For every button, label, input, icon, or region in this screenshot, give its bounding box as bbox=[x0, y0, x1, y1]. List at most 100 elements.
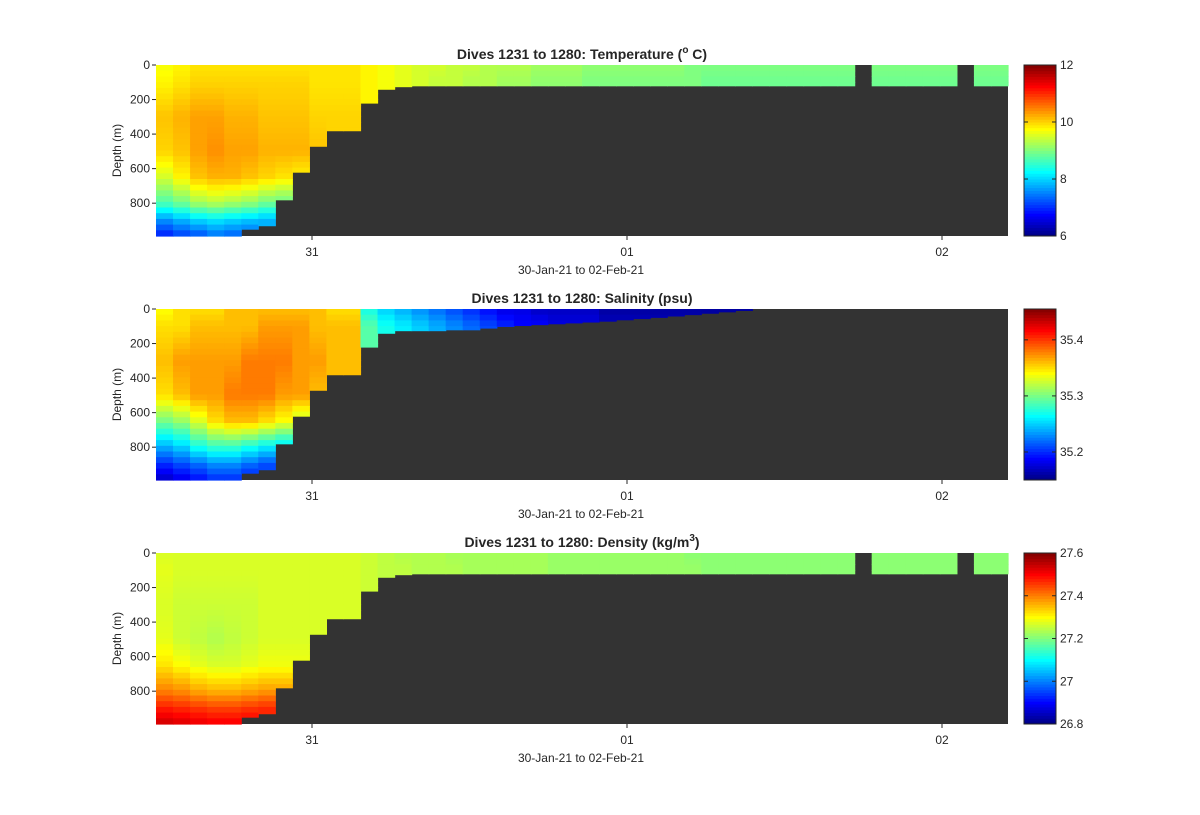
heatmap-cell bbox=[275, 632, 293, 640]
heatmap-cell bbox=[445, 70, 464, 77]
heatmap-cell bbox=[275, 655, 293, 662]
heatmap-cell bbox=[275, 440, 293, 445]
heatmap-cell bbox=[173, 360, 191, 367]
heatmap-cell bbox=[377, 553, 396, 560]
heatmap-cell bbox=[479, 558, 498, 565]
heatmap-cell bbox=[241, 76, 259, 83]
colorbar-segment bbox=[1024, 104, 1056, 109]
heatmap-cell bbox=[275, 99, 293, 106]
heatmap-cell bbox=[207, 354, 225, 361]
heatmap-cell bbox=[326, 587, 345, 594]
heatmap-cell bbox=[207, 326, 225, 333]
heatmap-cell bbox=[241, 423, 259, 430]
heatmap-cell bbox=[275, 122, 293, 129]
heatmap-cell bbox=[173, 457, 191, 464]
heatmap-cell bbox=[616, 309, 634, 316]
y-tick-label: 600 bbox=[130, 406, 150, 420]
colorbar-segment bbox=[1024, 116, 1056, 120]
heatmap-cell bbox=[582, 76, 600, 83]
heatmap-cell bbox=[258, 371, 276, 378]
heatmap-cell bbox=[616, 70, 634, 77]
colorbar-segment bbox=[1024, 584, 1056, 588]
colorbar-segment bbox=[1024, 635, 1056, 639]
heatmap-cell bbox=[547, 309, 566, 316]
heatmap-cell bbox=[360, 309, 379, 316]
heatmap-cell bbox=[224, 133, 242, 140]
heatmap-cell bbox=[224, 592, 242, 600]
heatmap-cell bbox=[837, 553, 856, 560]
heatmap-cell bbox=[292, 343, 310, 350]
heatmap-cell bbox=[445, 309, 464, 316]
heatmap-cell bbox=[275, 320, 293, 327]
heatmap-cell bbox=[156, 65, 174, 72]
heatmap-cell bbox=[973, 564, 992, 571]
heatmap-cell bbox=[156, 70, 174, 77]
heatmap-cell bbox=[275, 167, 293, 174]
heatmap-cell bbox=[547, 76, 566, 83]
colorbar-segment bbox=[1024, 204, 1056, 208]
heatmap-cell bbox=[190, 672, 208, 679]
heatmap-cell bbox=[173, 161, 191, 169]
heatmap-cell bbox=[786, 564, 805, 571]
heatmap-cell bbox=[309, 320, 327, 327]
heatmap-cell bbox=[479, 553, 498, 560]
heatmap-cell bbox=[326, 337, 345, 344]
y-tick-label: 600 bbox=[130, 650, 150, 664]
heatmap-cell bbox=[241, 712, 259, 718]
heatmap-cell bbox=[275, 377, 293, 384]
colorbar-segment bbox=[1024, 672, 1056, 677]
heatmap-cell bbox=[479, 76, 498, 83]
heatmap-cell bbox=[735, 564, 753, 571]
colorbar-segment bbox=[1024, 460, 1056, 464]
heatmap-cell bbox=[207, 343, 225, 350]
heatmap-cell bbox=[156, 196, 174, 203]
colorbar-segment bbox=[1024, 119, 1056, 123]
heatmap-cell bbox=[530, 570, 549, 575]
colorbar-segment bbox=[1024, 110, 1056, 114]
colorbar-segment bbox=[1024, 141, 1056, 146]
colorbar-segment bbox=[1024, 601, 1056, 605]
heatmap-cell bbox=[292, 655, 310, 661]
heatmap-cell bbox=[190, 360, 208, 367]
heatmap-cell bbox=[207, 695, 225, 702]
heatmap-cell bbox=[564, 82, 583, 87]
heatmap-cell bbox=[888, 76, 907, 83]
heatmap-cell bbox=[309, 604, 327, 611]
heatmap-cell bbox=[803, 570, 822, 575]
colorbar-segment bbox=[1024, 420, 1056, 424]
heatmap-cell bbox=[905, 76, 924, 83]
colorbar-segment bbox=[1024, 354, 1056, 358]
heatmap-cell bbox=[513, 65, 532, 72]
heatmap-cell bbox=[343, 575, 362, 583]
heatmap-cell bbox=[190, 400, 208, 407]
heatmap-cell bbox=[173, 156, 191, 163]
heatmap-cell bbox=[156, 82, 174, 89]
colorbar-segment bbox=[1024, 233, 1056, 237]
colorbar-segment bbox=[1024, 598, 1056, 602]
heatmap-cell bbox=[871, 82, 890, 87]
heatmap-cell bbox=[513, 553, 532, 560]
heatmap-cell bbox=[599, 558, 617, 565]
heatmap-cell bbox=[275, 314, 293, 321]
heatmap-cell bbox=[173, 337, 191, 344]
heatmap-cell bbox=[173, 587, 191, 594]
heatmap-cell bbox=[173, 179, 191, 186]
heatmap-cell bbox=[190, 150, 208, 157]
heatmap-cell bbox=[377, 314, 396, 321]
heatmap-cell bbox=[241, 417, 259, 424]
heatmap-cell bbox=[190, 230, 208, 237]
heatmap-cell bbox=[173, 104, 191, 112]
colorbar-segment bbox=[1024, 440, 1056, 444]
heatmap-cell bbox=[207, 667, 225, 674]
heatmap-cell bbox=[190, 462, 208, 470]
heatmap-cell bbox=[224, 320, 242, 327]
heatmap-cell bbox=[735, 70, 753, 77]
colorbar-segment bbox=[1024, 558, 1056, 563]
heatmap-cell bbox=[309, 348, 327, 356]
heatmap-cell bbox=[156, 615, 174, 622]
heatmap-cell bbox=[462, 570, 481, 575]
heatmap-cell bbox=[156, 139, 174, 146]
heatmap-cell bbox=[241, 678, 259, 685]
heatmap-cell bbox=[207, 82, 225, 89]
heatmap-cell bbox=[309, 553, 327, 560]
